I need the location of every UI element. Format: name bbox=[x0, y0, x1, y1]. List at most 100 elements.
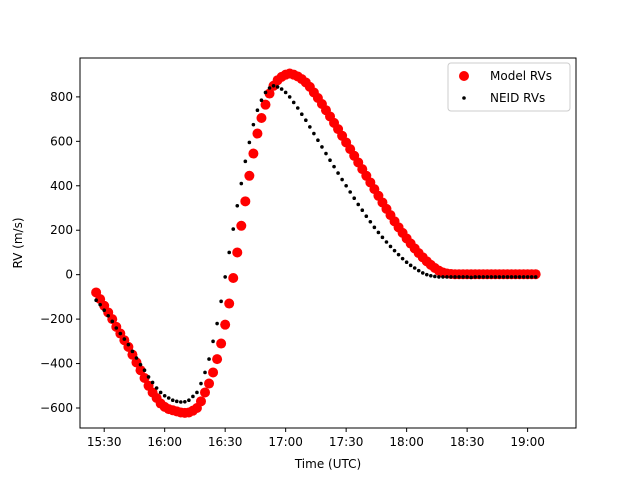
neid-rv-point-51 bbox=[299, 112, 304, 117]
neid-rv-point-56 bbox=[320, 145, 324, 149]
neid-rv-point-104 bbox=[513, 275, 518, 279]
legend-label-neid: NEID RVs bbox=[490, 91, 545, 105]
x-tick-label-1: 16:00 bbox=[147, 435, 182, 449]
neid-rv-point-43 bbox=[267, 86, 272, 90]
legend-marker-model bbox=[459, 71, 469, 81]
y-axis: −600 −400 −200 0 200 400 600 800 bbox=[40, 90, 80, 415]
model-rv-point-29 bbox=[208, 367, 219, 378]
x-tick-label-5: 18:00 bbox=[389, 435, 424, 449]
neid-rv-point-34 bbox=[231, 227, 236, 231]
neid-rv-point-109 bbox=[533, 275, 538, 279]
neid-rv-point-55 bbox=[316, 138, 320, 143]
neid-rv-point-10 bbox=[134, 356, 139, 360]
neid-rv-point-92 bbox=[465, 275, 469, 279]
neid-rv-point-16 bbox=[158, 390, 163, 395]
neid-rv-point-89 bbox=[453, 275, 457, 279]
neid-rv-point-57 bbox=[324, 151, 328, 156]
y-tick-label-0: −600 bbox=[40, 401, 73, 415]
neid-rv-point-94 bbox=[473, 275, 477, 279]
neid-rv-point-27 bbox=[203, 370, 207, 375]
neid-rv-point-15 bbox=[154, 386, 159, 390]
neid-rv-point-88 bbox=[449, 275, 453, 279]
neid-rv-point-1 bbox=[98, 302, 102, 307]
neid-rv-point-65 bbox=[356, 202, 361, 207]
neid-rv-point-84 bbox=[433, 274, 437, 279]
neid-rv-point-90 bbox=[457, 275, 461, 279]
legend-label-model: Model RVs bbox=[490, 69, 552, 83]
neid-rv-point-66 bbox=[360, 208, 365, 213]
y-tick-label-4: 200 bbox=[50, 223, 73, 237]
neid-rv-point-24 bbox=[191, 394, 195, 399]
neid-rv-point-54 bbox=[312, 131, 316, 136]
neid-rv-point-97 bbox=[485, 275, 490, 279]
neid-rv-point-26 bbox=[199, 381, 203, 386]
neid-rv-point-9 bbox=[130, 349, 135, 354]
neid-rv-point-79 bbox=[412, 266, 417, 270]
neid-rv-point-78 bbox=[408, 263, 413, 268]
neid-rv-point-83 bbox=[429, 273, 433, 278]
model-rv-point-12 bbox=[139, 373, 150, 383]
neid-rv-point-72 bbox=[384, 240, 389, 244]
plot-frame bbox=[79, 57, 577, 429]
y-tick-label-3: 0 bbox=[65, 268, 73, 282]
neid-rv-point-28 bbox=[207, 357, 211, 361]
neid-rv-point-103 bbox=[509, 275, 514, 279]
neid-rv-point-0 bbox=[94, 298, 98, 303]
neid-rv-point-32 bbox=[223, 275, 227, 279]
neid-rv-point-95 bbox=[477, 275, 482, 279]
x-axis: 15:30 16:00 16:30 17:00 17:30 18:00 18:30 19:00 bbox=[87, 428, 545, 449]
neid-rv-point-71 bbox=[380, 235, 385, 240]
neid-rv-point-36 bbox=[239, 181, 244, 186]
neid-rv-point-30 bbox=[215, 321, 219, 326]
neid-rv-point-101 bbox=[501, 275, 506, 279]
neid-rv-point-53 bbox=[308, 125, 312, 129]
neid-rv-point-20 bbox=[174, 399, 179, 404]
neid-rv-point-29 bbox=[211, 339, 215, 344]
neid-rv-point-76 bbox=[400, 256, 405, 261]
neid-rv-point-25 bbox=[195, 390, 199, 395]
neid-rv-point-80 bbox=[416, 268, 421, 273]
neid-rv-point-107 bbox=[525, 275, 530, 279]
model-rv-point-43 bbox=[264, 88, 275, 99]
neid-rv-point-108 bbox=[529, 275, 534, 279]
neid-rv-point-48 bbox=[287, 95, 292, 99]
model-rv-point-39 bbox=[248, 148, 259, 159]
neid-rv-point-50 bbox=[295, 106, 300, 110]
model-rv-point-36 bbox=[236, 220, 247, 231]
neid-rv-point-33 bbox=[227, 250, 231, 255]
neid-rv-point-14 bbox=[150, 380, 155, 385]
neid-rv-point-49 bbox=[291, 100, 296, 105]
neid-rv-point-60 bbox=[336, 171, 340, 175]
neid-rv-point-6 bbox=[118, 331, 123, 336]
neid-rv-point-37 bbox=[243, 159, 248, 164]
neid-rv-point-77 bbox=[404, 260, 409, 265]
neid-rv-point-69 bbox=[372, 225, 377, 230]
neid-rv-point-93 bbox=[469, 275, 473, 280]
neid-rv-point-8 bbox=[126, 342, 131, 347]
neid-rv-point-11 bbox=[138, 362, 143, 367]
model-rv-point-27 bbox=[200, 387, 211, 398]
neid-rv-point-39 bbox=[251, 122, 256, 127]
x-tick-label-7: 19:00 bbox=[510, 435, 545, 449]
neid-rv-point-58 bbox=[328, 158, 332, 163]
neid-rv-point-52 bbox=[304, 118, 308, 123]
neid-rv-point-68 bbox=[368, 219, 373, 224]
neid-rv-point-87 bbox=[445, 275, 449, 279]
x-tick-label-2: 16:30 bbox=[208, 435, 243, 449]
x-tick-label-0: 15:30 bbox=[87, 435, 122, 449]
model-rv-point-38 bbox=[244, 170, 255, 181]
neid-rv-point-42 bbox=[263, 90, 268, 95]
neid-rv-point-4 bbox=[110, 319, 115, 324]
x-tick-label-3: 17:00 bbox=[268, 435, 303, 449]
neid-rv-point-45 bbox=[275, 85, 280, 89]
model-rv-point-40 bbox=[252, 128, 263, 139]
neid-rv-point-74 bbox=[392, 248, 397, 253]
neid-rv-point-31 bbox=[219, 299, 223, 304]
model-rv-point-35 bbox=[232, 247, 243, 258]
neid-rv-point-75 bbox=[396, 252, 401, 257]
legend-box bbox=[447, 62, 571, 112]
model-rv-point-33 bbox=[224, 298, 235, 309]
neid-rv-point-70 bbox=[376, 230, 381, 235]
neid-rv-point-47 bbox=[283, 90, 288, 95]
